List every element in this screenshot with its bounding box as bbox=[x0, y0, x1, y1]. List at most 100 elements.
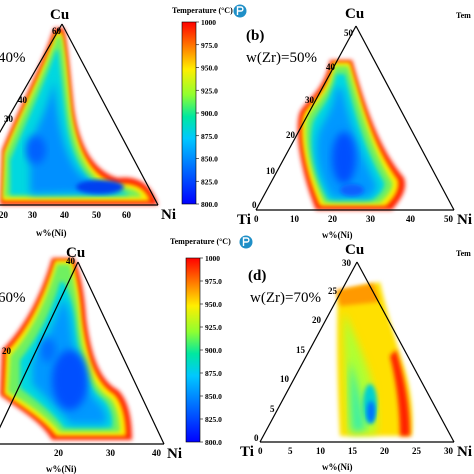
colorbar-bottom-tick-label-2: 950.0 bbox=[205, 300, 222, 309]
panel-b-cu-label: Cu bbox=[345, 6, 364, 22]
panel-c-ni-tick-40: 40 bbox=[152, 448, 162, 458]
panel-d-contour bbox=[336, 282, 413, 436]
colorbar-bottom-tick-label-1: 975.0 bbox=[205, 277, 222, 286]
panel-a-zr-label: 40% bbox=[0, 50, 26, 66]
panel-d: (d) Cu Ti Ni w(Zr)=70% Tem 30 25 20 15 1… bbox=[240, 242, 472, 472]
panel-b-left-edge bbox=[255, 25, 357, 211]
panel-b-cu-tick-30: 30 bbox=[305, 95, 315, 105]
panel-b-cu-tick-50: 50 bbox=[344, 28, 354, 38]
panel-d-xlabel: w%(Ni) bbox=[322, 462, 353, 472]
panel-b-cu-tick-0: 0 bbox=[252, 200, 257, 210]
colorbar-bottom-tick-label-3: 925.0 bbox=[205, 323, 222, 332]
panel-c-cu-tick-40: 40 bbox=[66, 256, 76, 266]
panel-d-cu-tick-20: 20 bbox=[312, 315, 322, 325]
logo-top-glyph bbox=[236, 6, 244, 15]
logo-bottom bbox=[239, 235, 253, 249]
colorbar-bottom-bar bbox=[185, 257, 201, 443]
panel-d-ni-tick-15: 15 bbox=[348, 446, 358, 456]
panel-b-cu-tick-10: 10 bbox=[266, 166, 276, 176]
colorbar-top-tick-label-5: 875.0 bbox=[201, 132, 218, 141]
panel-c-left-edge bbox=[0, 261, 79, 429]
colorbar-bottom-ticks: 1000 975.0 950.0 925.0 900.0 875.0 850.0 825.0 8… bbox=[200, 254, 222, 447]
panel-d-cu-tick-5: 5 bbox=[270, 404, 275, 414]
panel-a: Cu Ni 40% 60 40 30 20 30 40 50 60 w%(Ni) bbox=[0, 7, 176, 238]
panel-c-zr-label: 60% bbox=[0, 290, 26, 306]
panel-d-ti-label: Ti bbox=[240, 444, 254, 460]
panel-b-ti-label: Ti bbox=[237, 212, 251, 228]
panel-b-ni-tick-20: 20 bbox=[328, 214, 338, 224]
panel-a-cu-tick-40: 40 bbox=[18, 95, 28, 105]
colorbar-top-tick-label-0: 1000 bbox=[201, 18, 216, 27]
panel-b-xlabel: w%(Ni) bbox=[322, 230, 353, 240]
panel-d-ni-tick-10: 10 bbox=[316, 446, 326, 456]
panel-a-ni-tick-50: 50 bbox=[92, 210, 102, 220]
logo-bottom-glyph bbox=[242, 237, 250, 246]
panel-d-ni-tick-30: 30 bbox=[444, 446, 454, 456]
panel-c-right-edge bbox=[77, 261, 165, 445]
panel-b-zr-label: w(Zr)=50% bbox=[246, 50, 317, 66]
panel-b-cu-tick-20: 20 bbox=[286, 130, 296, 140]
panel-c-cu-tick-20: 20 bbox=[2, 346, 12, 356]
panel-c-cu-label: Cu bbox=[66, 245, 85, 261]
panel-d-zr-label: w(Zr)=70% bbox=[250, 290, 321, 306]
colorbar-top-tick-label-2: 950.0 bbox=[201, 64, 218, 73]
panel-a-ni-tick-20: 20 bbox=[0, 210, 9, 220]
panel-d-cu-tick-15: 15 bbox=[296, 345, 306, 355]
panel-a-xlabel: w%(Ni) bbox=[36, 228, 67, 238]
panel-b-colorbar-fragment: Tem bbox=[456, 11, 471, 20]
panel-b-ni-tick-30: 30 bbox=[366, 214, 376, 224]
panel-b-cu-tick-40: 40 bbox=[326, 62, 336, 72]
panel-b-ni-tick-0: 0 bbox=[254, 214, 259, 224]
panel-a-contour bbox=[0, 28, 158, 205]
panel-d-left-edge bbox=[259, 261, 358, 443]
panel-a-ni-tick-30: 30 bbox=[28, 210, 38, 220]
panel-a-ni-label: Ni bbox=[161, 207, 176, 223]
panel-d-ni-label: Ni bbox=[457, 444, 472, 460]
panel-a-cu-label: Cu bbox=[50, 7, 69, 23]
panel-c-contour bbox=[0, 258, 132, 440]
panel-a-ni-tick-40: 40 bbox=[60, 210, 70, 220]
panel-c-xlabel: w%(Ni) bbox=[46, 464, 77, 474]
panel-a-left-edge bbox=[0, 23, 63, 134]
panel-d-cu-label: Cu bbox=[345, 242, 364, 258]
panel-a-right-edge bbox=[61, 23, 159, 206]
panel-c-ni-label: Ni bbox=[167, 446, 182, 462]
panel-b-right-edge bbox=[355, 25, 455, 211]
colorbar-top-tick-label-4: 900.0 bbox=[201, 109, 218, 118]
colorbar-bottom-tick-label-8: 800.0 bbox=[205, 438, 222, 447]
colorbar-top-tick-label-1: 975.0 bbox=[201, 41, 218, 50]
colorbar-bottom-tick-label-6: 850.0 bbox=[205, 392, 222, 401]
panel-b: (b) Cu Ti Ni w(Zr)=50% Tem 50 40 30 20 1… bbox=[237, 6, 472, 240]
panel-a-ni-tick-60: 60 bbox=[122, 210, 132, 220]
panel-d-panel-label: (d) bbox=[248, 268, 266, 284]
panel-d-colorbar-fragment: Tem bbox=[456, 249, 471, 258]
panel-c-ni-tick-20: 20 bbox=[54, 448, 64, 458]
panel-d-ni-tick-0: 0 bbox=[258, 446, 263, 456]
colorbar-top-tick-label-7: 825.0 bbox=[201, 177, 218, 186]
colorbar-top: Temperature (°C) 1000 975.0 950.0 925.0 900.… bbox=[172, 4, 247, 209]
logo-top bbox=[233, 4, 247, 18]
panel-d-ni-tick-5: 5 bbox=[288, 446, 293, 456]
panel-b-contour bbox=[297, 60, 406, 210]
panel-b-ni-tick-10: 10 bbox=[290, 214, 300, 224]
colorbar-bottom-tick-label-7: 825.0 bbox=[205, 415, 222, 424]
panel-d-cu-tick-10: 10 bbox=[280, 374, 290, 384]
panel-d-right-edge bbox=[356, 261, 455, 443]
panel-b-ni-tick-40: 40 bbox=[406, 214, 416, 224]
panel-c: Cu Ni 60% 40 20 20 30 40 w%(Ni) bbox=[0, 245, 182, 474]
panel-d-ni-tick-25: 25 bbox=[412, 446, 422, 456]
colorbar-top-tick-label-6: 850.0 bbox=[201, 155, 218, 164]
colorbar-bottom-tick-label-5: 875.0 bbox=[205, 369, 222, 378]
colorbar-top-title: Temperature (°C) bbox=[172, 6, 233, 15]
colorbar-top-tick-label-8: 800.0 bbox=[201, 200, 218, 209]
panel-b-ni-label: Ni bbox=[457, 212, 472, 228]
colorbar-top-bar bbox=[181, 21, 197, 205]
panel-d-cu-tick-0: 0 bbox=[254, 433, 259, 443]
panel-a-cu-tick-30: 30 bbox=[4, 114, 14, 124]
colorbar-bottom: Temperature (°C) 1000 975.0 950.0 925.0 900.… bbox=[170, 235, 253, 447]
colorbar-bottom-tick-label-4: 900.0 bbox=[205, 346, 222, 355]
panel-a-cu-tick-60: 60 bbox=[52, 26, 62, 36]
panel-b-ni-tick-50: 50 bbox=[444, 214, 454, 224]
panel-d-cu-tick-30: 30 bbox=[342, 258, 352, 268]
